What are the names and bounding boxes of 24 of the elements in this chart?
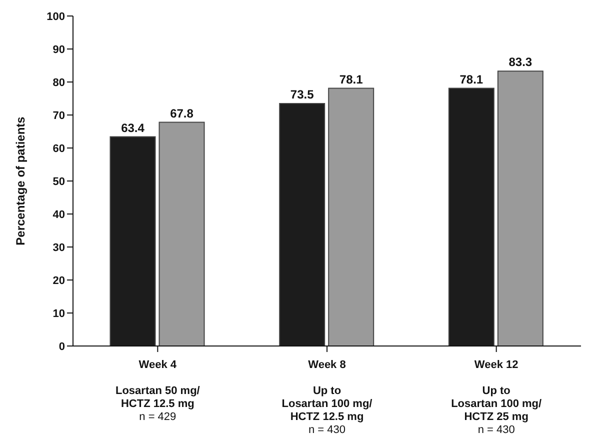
- category-label: Week 8 Up to Losartan 100 mg/ HCTZ 12.5 mg n = 430: [282, 359, 372, 436]
- y-tick-label: 20: [52, 274, 65, 287]
- y-tick-label: 40: [52, 208, 65, 221]
- y-tick-label: 80: [52, 76, 65, 89]
- data-label: 67.8: [170, 106, 194, 120]
- category-label: Week 12 Up to Losartan 100 mg/ HCTZ 25 mg n = 430: [451, 359, 542, 436]
- data-label: 73.5: [290, 87, 314, 102]
- data-label: 78.1: [339, 72, 364, 86]
- y-tick-label: 30: [52, 242, 65, 254]
- data-label: 83.3: [508, 55, 532, 70]
- y-tick-label: 70: [52, 110, 65, 122]
- data-label: 63.4: [121, 120, 145, 135]
- y-tick-label: 0: [58, 340, 65, 353]
- bar: [158, 122, 205, 346]
- y-tick-label: 90: [52, 44, 65, 56]
- bar: [328, 88, 374, 346]
- bar: [497, 70, 544, 346]
- y-tick-label: 60: [52, 142, 65, 155]
- data-label: 78.1: [460, 72, 484, 86]
- y-tick-label: 100: [46, 10, 65, 23]
- y-tick-label: 10: [52, 308, 65, 320]
- category-label: Week 4 Losartan 50 mg/ HCTZ 12.5 mg n = 429: [115, 359, 200, 423]
- y-axis-title: Percentage of patients: [13, 116, 28, 246]
- y-tick-label: 50: [52, 176, 65, 188]
